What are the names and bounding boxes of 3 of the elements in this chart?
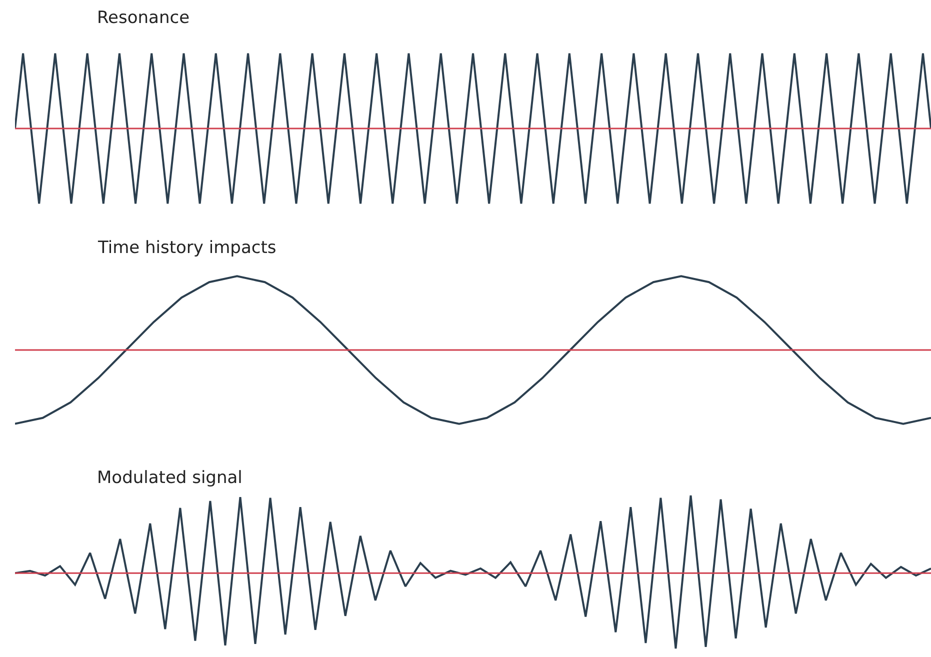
chart-title: Modulated signal	[97, 468, 242, 488]
chart-title: Resonance	[97, 8, 190, 28]
chart-title: Time history impacts	[97, 238, 276, 258]
